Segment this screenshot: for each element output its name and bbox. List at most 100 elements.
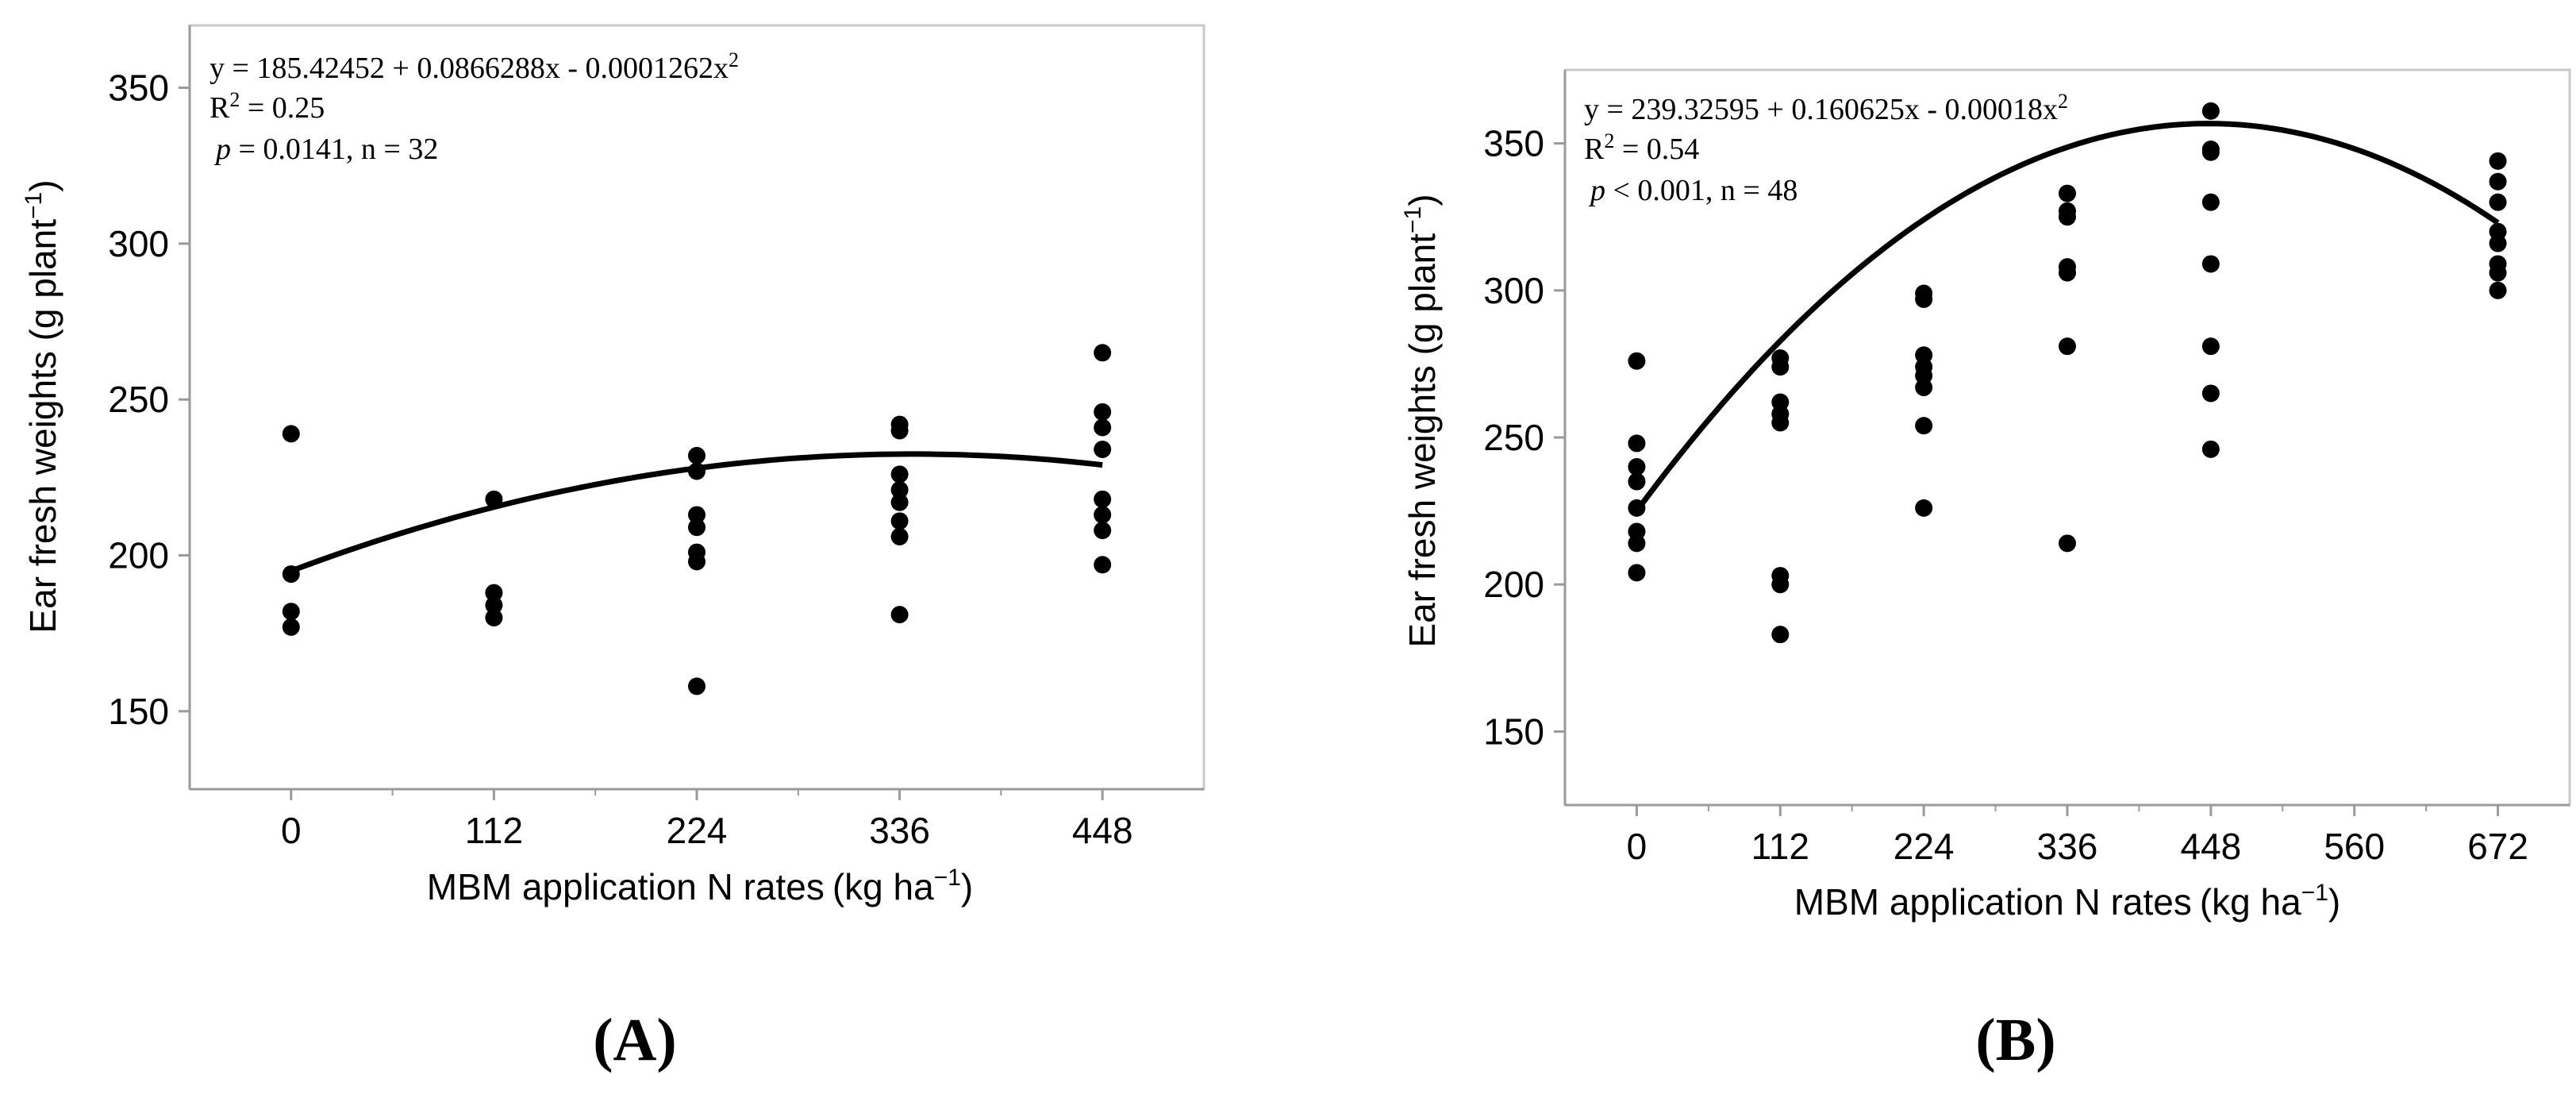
- panel-a-data-point: [890, 606, 909, 624]
- panel-b-y-tick-label: 200: [1483, 564, 1544, 605]
- panel-b-data-point: [2201, 143, 2220, 161]
- panel-b-data-point: [2201, 193, 2220, 211]
- panel-a-p-value: p = 0.0141, n = 32: [213, 133, 438, 166]
- panel-b-x-ticks: 0 112 224 336 448 560 672: [1627, 805, 2528, 867]
- panel-a-y-tick-label: 150: [108, 691, 169, 732]
- panel-a-data-point: [890, 422, 909, 440]
- panel-b-label: (B): [1975, 1007, 2055, 1073]
- panel-a-y-tick-label: 300: [108, 223, 169, 264]
- panel-b-data-point: [1771, 576, 1790, 594]
- panel-b-y-axis-title: Ear fresh weights (g plant−1): [1400, 194, 1443, 647]
- panel-b-data-point: [2201, 102, 2220, 120]
- panel-a-y-tick-label: 200: [108, 535, 169, 576]
- panel-a-equation: y = 185.42452 + 0.0866288x - 0.0001262x2: [210, 48, 739, 85]
- panel-a-data-point: [1094, 490, 1112, 508]
- panel-b-data-point: [2059, 534, 2076, 553]
- panel-a-data-point: [282, 425, 300, 443]
- panel-a-data-points: [282, 344, 1112, 695]
- panel-a-data-point: [1094, 522, 1112, 540]
- panel-b-x-tick-label: 112: [1751, 826, 1809, 867]
- panel-b-data-point: [2489, 281, 2507, 299]
- panel-b-data-point: [2489, 172, 2507, 191]
- panel-b-data-point: [2201, 337, 2220, 356]
- panel-a-data-point: [485, 596, 503, 614]
- panel-a-data-point: [485, 609, 503, 627]
- panel-b-y-tick-label: 250: [1483, 417, 1544, 458]
- panel-b-y-ticks: 150 200 250 300 350: [1483, 123, 1565, 752]
- panel-b-data-point: [2059, 208, 2076, 226]
- panel-a-data-point: [485, 490, 503, 508]
- panel-a-r-squared: R2 = 0.25: [210, 88, 325, 125]
- panel-b-y-tick-label: 300: [1483, 270, 1544, 311]
- panel-a-data-point: [688, 553, 706, 571]
- panel-a-data-point: [890, 493, 909, 511]
- panel-b-x-tick-label: 672: [2467, 826, 2528, 867]
- panel-a-data-point: [688, 462, 706, 480]
- panel-b: 150 200 250 300 350 0 112 224 336 448 560 672 y = …: [1400, 68, 2571, 1073]
- panel-b-data-point: [1915, 290, 1933, 308]
- panel-b-y-tick-label: 150: [1483, 711, 1544, 752]
- panel-a-data-point: [485, 584, 503, 602]
- panel-a-x-tick-label: 0: [281, 810, 302, 851]
- panel-a-data-point: [890, 512, 909, 530]
- panel-b-data-point: [1771, 414, 1790, 432]
- panel-a: 150 200 250 300 350 0 112 224 336 448 y = 185.42…: [21, 24, 1205, 1073]
- panel-b-data-point: [2489, 193, 2507, 211]
- panel-a-data-point: [688, 446, 706, 464]
- panel-b-data-point: [2489, 264, 2507, 282]
- panel-b-data-point: [1771, 358, 1790, 376]
- panel-a-data-point: [890, 527, 909, 545]
- panel-b-x-axis-title: MBM application N rates (kg ha−1): [1794, 880, 2341, 923]
- panel-b-x-tick-label: 336: [2037, 826, 2098, 867]
- panel-a-label: (A): [593, 1007, 677, 1073]
- panel-a-x-axis-title: MBM application N rates (kg ha−1): [427, 865, 974, 907]
- panel-b-data-point: [2201, 255, 2220, 273]
- panel-a-data-point: [688, 518, 706, 537]
- panel-b-fit-curve: [1634, 121, 2500, 513]
- panel-b-data-point: [1628, 499, 1646, 517]
- panel-b-data-point: [2201, 440, 2220, 458]
- panel-b-data-point: [1628, 458, 1646, 476]
- panel-a-data-point: [1094, 506, 1112, 524]
- panel-a-data-point: [282, 603, 300, 621]
- panel-b-data-point: [1771, 626, 1790, 644]
- panel-b-data-point: [1628, 472, 1646, 491]
- panel-a-y-tick-label: 350: [108, 67, 169, 109]
- panel-b-data-point: [2059, 337, 2076, 356]
- panel-a-data-point: [1094, 441, 1112, 459]
- panel-b-data-point: [1628, 534, 1646, 553]
- panel-b-data-point: [1915, 499, 1933, 517]
- panel-a-x-tick-label: 224: [667, 810, 728, 851]
- panel-b-x-tick-label: 560: [2324, 826, 2385, 867]
- panel-b-data-point: [2489, 152, 2507, 170]
- panel-a-data-point: [282, 565, 300, 584]
- panel-b-data-point: [2059, 264, 2076, 282]
- panel-a-data-point: [688, 506, 706, 524]
- panel-a-x-ticks: 0 112 224 336 448: [281, 789, 1133, 851]
- panel-b-data-point: [2489, 234, 2507, 252]
- panel-b-y-tick-label: 350: [1483, 123, 1544, 164]
- panel-a-y-ticks: 150 200 250 300 350: [108, 67, 190, 732]
- panel-b-x-tick-label: 448: [2180, 826, 2241, 867]
- panel-a-data-point: [688, 677, 706, 695]
- panel-b-x-tick-label: 0: [1627, 826, 1647, 867]
- panel-a-x-tick-label: 336: [869, 810, 930, 851]
- panel-a-x-tick-label: 112: [465, 810, 523, 851]
- panel-b-data-point: [1628, 564, 1646, 582]
- panel-b-data-point: [2059, 184, 2076, 202]
- panel-a-data-point: [890, 481, 909, 499]
- panel-b-data-point: [1628, 352, 1646, 370]
- panel-a-data-point: [1094, 418, 1112, 437]
- panel-b-x-tick-label: 224: [1894, 826, 1955, 867]
- panel-a-data-point: [890, 465, 909, 484]
- panel-b-data-points: [1628, 102, 2507, 644]
- panel-a-data-point: [1094, 344, 1112, 362]
- panel-b-p-value: p < 0.001, n = 48: [1588, 174, 1797, 207]
- panel-b-data-point: [2201, 384, 2220, 403]
- panel-b-equation: y = 239.32595 + 0.160625x - 0.00018x2: [1584, 90, 2068, 126]
- panel-a-data-point: [282, 618, 300, 636]
- panel-a-data-point: [1094, 403, 1112, 421]
- panel-a-y-tick-label: 250: [108, 379, 169, 420]
- panel-b-data-point: [1628, 434, 1646, 453]
